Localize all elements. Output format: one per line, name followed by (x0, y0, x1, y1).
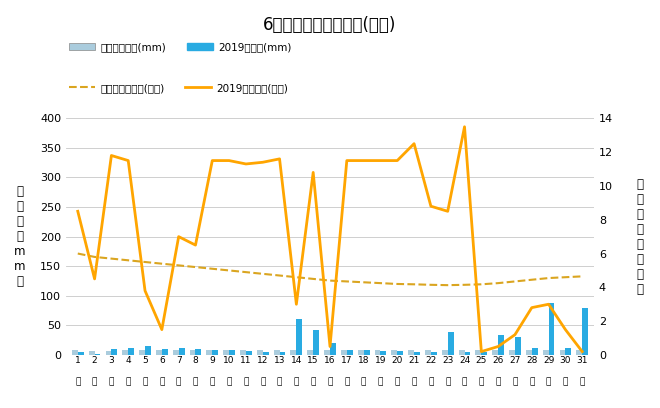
Bar (509, 350, 515, 355)
Text: 日: 日 (75, 377, 81, 386)
Text: 日: 日 (496, 377, 501, 386)
Bar (94, 354, 100, 355)
Bar (341, 350, 347, 355)
Bar (314, 330, 319, 355)
Legend: 日照時間平年値(時間), 2019日照時間(時間): 日照時間平年値(時間), 2019日照時間(時間) (65, 79, 292, 97)
Bar (112, 349, 117, 355)
Bar (106, 351, 112, 355)
Bar (543, 350, 548, 355)
Bar (240, 350, 246, 355)
Text: 日: 日 (563, 377, 568, 386)
Bar (391, 350, 397, 355)
Bar (576, 350, 582, 355)
Text: 日: 日 (529, 377, 535, 386)
Bar (330, 343, 336, 355)
Bar (324, 350, 330, 355)
Bar (358, 350, 364, 355)
Text: 日: 日 (109, 377, 114, 386)
Bar (414, 352, 420, 355)
Bar (246, 351, 252, 355)
Bar (408, 350, 414, 355)
Text: 日: 日 (428, 377, 434, 386)
Bar (139, 350, 145, 355)
Bar (122, 350, 128, 355)
Text: 日: 日 (125, 377, 131, 386)
Text: 日: 日 (478, 377, 484, 386)
Text: 日: 日 (546, 377, 551, 386)
Bar (263, 352, 269, 355)
Text: 日: 日 (579, 377, 585, 386)
Bar (274, 350, 280, 355)
Legend: 降水量平年値(mm), 2019降水量(mm): 降水量平年値(mm), 2019降水量(mm) (65, 38, 296, 56)
Bar (442, 350, 447, 355)
Bar (380, 351, 386, 355)
Bar (515, 337, 521, 355)
Bar (213, 350, 218, 355)
Bar (459, 350, 465, 355)
Bar (532, 348, 538, 355)
Bar (498, 335, 504, 355)
Text: 日: 日 (92, 377, 97, 386)
Bar (156, 350, 162, 355)
Bar (145, 346, 151, 355)
Bar (88, 351, 94, 355)
Text: 日: 日 (210, 377, 215, 386)
Text: 日
照
時
間
（
時
間
）: 日 照 時 間 （ 時 間 ） (637, 177, 644, 296)
Text: 日: 日 (176, 377, 182, 386)
Bar (229, 350, 235, 355)
Text: 日: 日 (159, 377, 164, 386)
Text: 日: 日 (226, 377, 232, 386)
Bar (375, 350, 380, 355)
Text: 日: 日 (260, 377, 265, 386)
Bar (397, 351, 403, 355)
Bar (173, 350, 179, 355)
Bar (431, 352, 437, 355)
Text: 日: 日 (327, 377, 333, 386)
Bar (223, 350, 229, 355)
Bar (566, 348, 572, 355)
Bar (207, 350, 213, 355)
Text: 日: 日 (512, 377, 517, 386)
Bar (492, 350, 498, 355)
Text: 日: 日 (193, 377, 198, 386)
Bar (364, 350, 370, 355)
Bar (465, 352, 471, 355)
Text: 日: 日 (143, 377, 148, 386)
Bar (179, 348, 185, 355)
Text: 日: 日 (294, 377, 299, 386)
Text: 日: 日 (411, 377, 416, 386)
Text: 日: 日 (361, 377, 366, 386)
Bar (290, 350, 296, 355)
Text: 日: 日 (378, 377, 383, 386)
Bar (560, 350, 566, 355)
Bar (195, 349, 201, 355)
Text: 日: 日 (462, 377, 467, 386)
Bar (72, 350, 78, 355)
Bar (481, 352, 487, 355)
Text: 日: 日 (344, 377, 350, 386)
Bar (189, 350, 195, 355)
Bar (280, 352, 285, 355)
Text: 日: 日 (395, 377, 400, 386)
Bar (526, 350, 532, 355)
Bar (548, 303, 554, 355)
Bar (475, 350, 481, 355)
Bar (447, 333, 453, 355)
Bar (346, 350, 352, 355)
Text: 降
水
量
（
m
m
）: 降 水 量 （ m m ） (14, 185, 26, 288)
Bar (425, 350, 431, 355)
Text: 日: 日 (244, 377, 249, 386)
Text: 日: 日 (445, 377, 450, 386)
Bar (128, 348, 134, 355)
Bar (296, 319, 302, 355)
Bar (162, 349, 168, 355)
Bar (582, 308, 588, 355)
Bar (308, 350, 313, 355)
Bar (78, 352, 84, 355)
Bar (257, 350, 263, 355)
Text: 日: 日 (277, 377, 282, 386)
Text: 6月降水量・日照時間(日別): 6月降水量・日照時間(日別) (263, 16, 397, 34)
Text: 日: 日 (310, 377, 316, 386)
